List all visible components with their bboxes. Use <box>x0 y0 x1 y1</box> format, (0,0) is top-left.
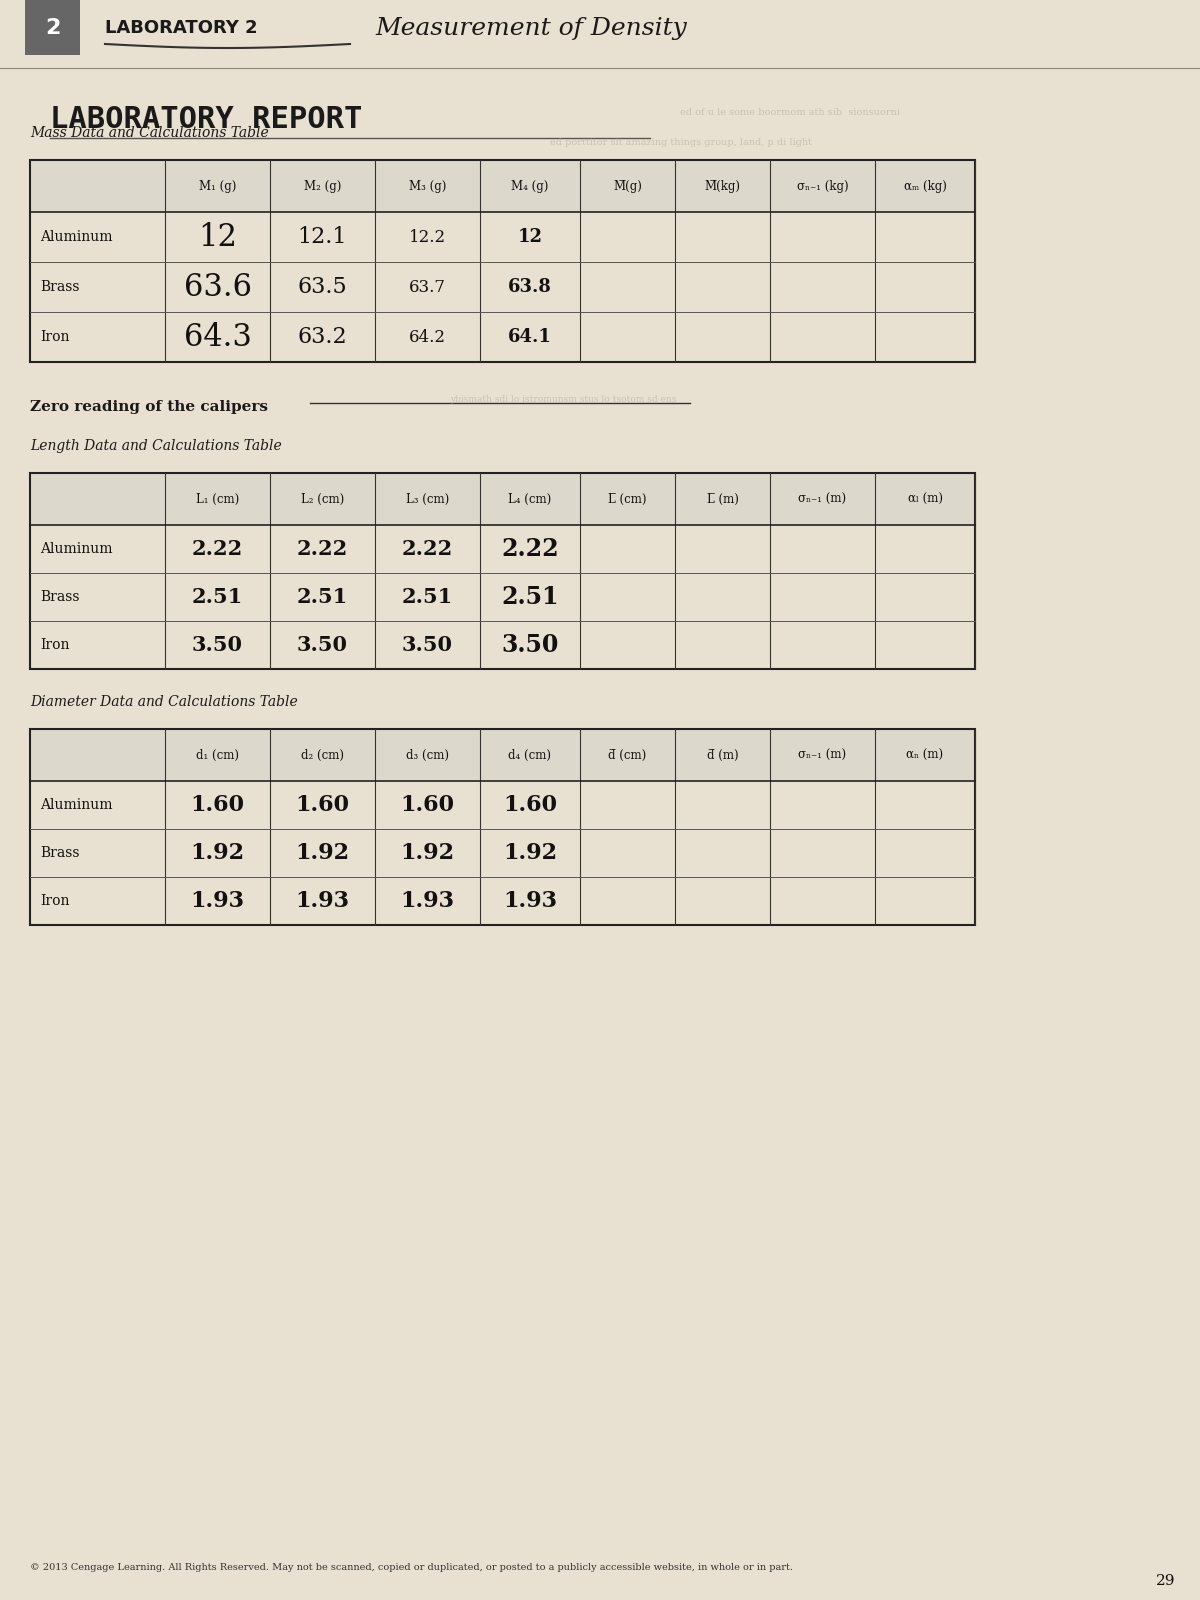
Text: 1.93: 1.93 <box>401 890 455 912</box>
Text: 2.22: 2.22 <box>402 539 454 558</box>
Bar <box>30 730 974 925</box>
Text: L₄ (cm): L₄ (cm) <box>509 493 552 506</box>
Text: d₃ (cm): d₃ (cm) <box>406 749 449 762</box>
Text: Length Data and Calculations Table: Length Data and Calculations Table <box>30 438 282 453</box>
Text: 12: 12 <box>517 227 542 246</box>
Text: M₃ (g): M₃ (g) <box>409 179 446 192</box>
Text: Diameter Data and Calculations Table: Diameter Data and Calculations Table <box>30 694 298 709</box>
Text: M₄ (g): M₄ (g) <box>511 179 548 192</box>
Text: Brass: Brass <box>40 846 79 861</box>
Text: 1.93: 1.93 <box>295 890 349 912</box>
Bar <box>25 0 80 54</box>
Text: M₂ (g): M₂ (g) <box>304 179 341 192</box>
Text: d₄ (cm): d₄ (cm) <box>509 749 552 762</box>
Text: 64.2: 64.2 <box>409 328 446 346</box>
Text: 63.8: 63.8 <box>508 278 552 296</box>
Text: 63.2: 63.2 <box>298 326 347 349</box>
Text: 2.22: 2.22 <box>502 538 559 562</box>
Text: 64.3: 64.3 <box>184 322 252 352</box>
Text: L₂ (cm): L₂ (cm) <box>301 493 344 506</box>
Text: Aluminum: Aluminum <box>40 542 113 557</box>
Text: 3.50: 3.50 <box>192 635 244 654</box>
Text: 2.51: 2.51 <box>502 586 559 610</box>
Text: LABORATORY REPORT: LABORATORY REPORT <box>50 106 362 134</box>
Text: Aluminum: Aluminum <box>40 230 113 243</box>
Text: M̅(kg): M̅(kg) <box>704 179 740 192</box>
Text: Mass Data and Calculations Table: Mass Data and Calculations Table <box>30 126 269 141</box>
Text: 63.7: 63.7 <box>409 278 446 296</box>
Text: 1.92: 1.92 <box>191 842 245 864</box>
Text: σₙ₋₁ (m): σₙ₋₁ (m) <box>798 493 846 506</box>
Text: 1.93: 1.93 <box>503 890 557 912</box>
Text: Zero reading of the calipers: Zero reading of the calipers <box>30 400 268 414</box>
Text: ybismath sdi lo istromunsm stus lo tsotom sd ens: ybismath sdi lo istromunsm stus lo tsoto… <box>450 395 677 403</box>
Text: L̅ (cm): L̅ (cm) <box>608 493 647 506</box>
Text: L̅ (m): L̅ (m) <box>707 493 738 506</box>
Text: 2.51: 2.51 <box>192 587 244 606</box>
Text: Iron: Iron <box>40 638 70 653</box>
Bar <box>30 160 974 362</box>
Text: 63.6: 63.6 <box>184 272 252 302</box>
Text: σₙ₋₁ (kg): σₙ₋₁ (kg) <box>797 179 848 192</box>
Text: αₙ (m): αₙ (m) <box>906 749 943 762</box>
Text: 2.22: 2.22 <box>296 539 348 558</box>
Text: 1.93: 1.93 <box>191 890 245 912</box>
Text: d̅ (cm): d̅ (cm) <box>608 749 647 762</box>
Text: Iron: Iron <box>40 894 70 909</box>
Text: d₂ (cm): d₂ (cm) <box>301 749 344 762</box>
Text: 1.92: 1.92 <box>295 842 349 864</box>
Bar <box>30 160 974 211</box>
Text: 12: 12 <box>198 221 238 253</box>
Text: ed porttitor sit amazing things group, land, p di light: ed porttitor sit amazing things group, l… <box>550 138 812 147</box>
Bar <box>30 474 974 669</box>
Text: 2.51: 2.51 <box>402 587 454 606</box>
Text: 2.22: 2.22 <box>192 539 244 558</box>
Text: Iron: Iron <box>40 330 70 344</box>
Text: LABORATORY 2: LABORATORY 2 <box>106 19 258 37</box>
Text: 29: 29 <box>1156 1574 1175 1587</box>
Text: 2: 2 <box>44 18 60 37</box>
Text: 3.50: 3.50 <box>298 635 348 654</box>
Text: 64.1: 64.1 <box>508 328 552 346</box>
Text: ed of u le some boormom ath sib  sionsuorni: ed of u le some boormom ath sib sionsuor… <box>680 109 900 117</box>
Text: L₁ (cm): L₁ (cm) <box>196 493 239 506</box>
Text: αₘ (kg): αₘ (kg) <box>904 179 947 192</box>
Text: M̅(g): M̅(g) <box>613 179 642 192</box>
Text: σₙ₋₁ (m): σₙ₋₁ (m) <box>798 749 846 762</box>
Text: αₗ (m): αₗ (m) <box>907 493 942 506</box>
Text: Aluminum: Aluminum <box>40 798 113 813</box>
Text: 3.50: 3.50 <box>502 634 559 658</box>
Text: 3.50: 3.50 <box>402 635 454 654</box>
Text: M₁ (g): M₁ (g) <box>199 179 236 192</box>
Text: 2.51: 2.51 <box>296 587 348 606</box>
Text: L₃ (cm): L₃ (cm) <box>406 493 449 506</box>
Text: Brass: Brass <box>40 590 79 605</box>
Text: 1.60: 1.60 <box>295 794 349 816</box>
Text: © 2013 Cengage Learning. All Rights Reserved. May not be scanned, copied or dupl: © 2013 Cengage Learning. All Rights Rese… <box>30 1563 793 1571</box>
Text: 12.1: 12.1 <box>298 226 347 248</box>
Text: 1.60: 1.60 <box>191 794 245 816</box>
Bar <box>30 474 974 525</box>
Bar <box>30 730 974 781</box>
Text: 1.92: 1.92 <box>503 842 557 864</box>
Text: 1.60: 1.60 <box>503 794 557 816</box>
Text: Measurement of Density: Measurement of Density <box>374 16 686 40</box>
Text: d̅ (m): d̅ (m) <box>707 749 738 762</box>
Text: 1.92: 1.92 <box>401 842 455 864</box>
Text: 63.5: 63.5 <box>298 275 347 298</box>
Text: 12.2: 12.2 <box>409 229 446 245</box>
Text: d₁ (cm): d₁ (cm) <box>196 749 239 762</box>
Text: 1.60: 1.60 <box>401 794 455 816</box>
Text: Brass: Brass <box>40 280 79 294</box>
